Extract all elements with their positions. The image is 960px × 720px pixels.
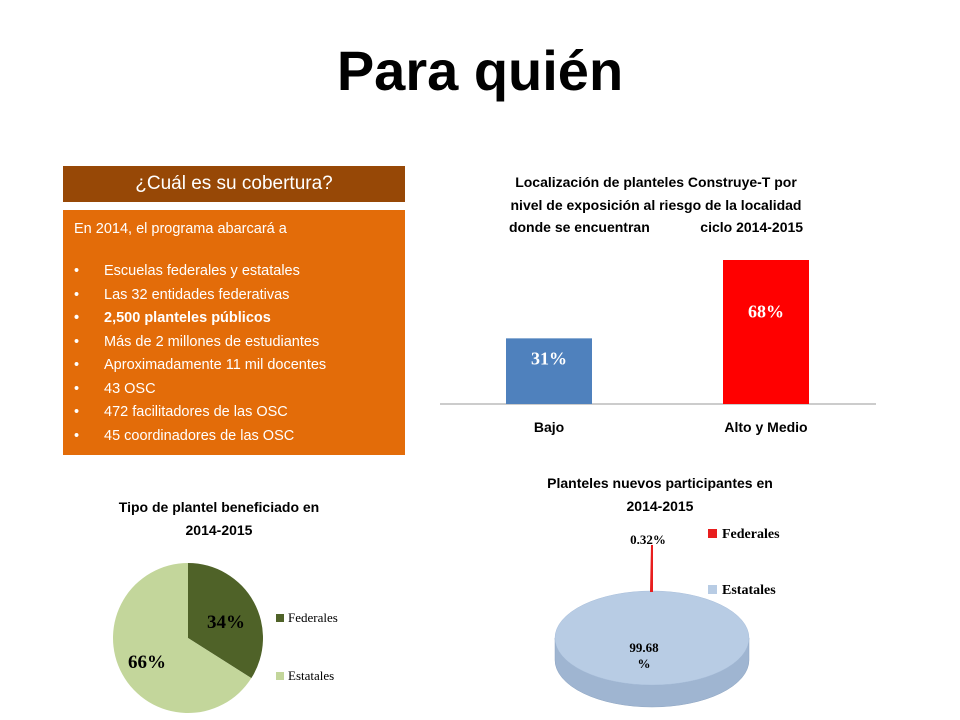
coverage-list-item: • 45 coordinadores de las OSC [74,425,326,449]
pie3d-slice-estatales [554,590,750,686]
coverage-list-item: • Escuelas federales y estatales [74,260,326,284]
bullet-icon: • [74,310,80,326]
coverage-list-item: • 2,500 planteles públicos [74,307,326,331]
legend-label-estatales: Estatales [288,668,334,683]
pie3d-data-label: % [638,656,651,671]
bullet-icon: • [74,404,80,420]
coverage-item-text: 43 OSC [104,380,156,397]
coverage-item-text: Aproximadamente 11 mil docentes [104,357,327,373]
bar-category-label: Alto y Medio [724,419,807,435]
pie3d-chart-title-line: Planteles nuevos participantes en [547,475,773,491]
bar-chart-title-line: Localización de planteles Construye-T po… [515,174,797,190]
bullet-icon: • [74,286,80,303]
slide-title: Para quién [336,39,624,102]
pie-data-label: 34% [207,612,245,633]
pie3d-slice-federales [650,545,653,592]
pie-chart-title-line: 2014-2015 [186,522,253,538]
bar-chart: Localización de planteles Construye-T po… [440,174,876,435]
coverage-list-item: • 472 facilitadores de las OSC [74,401,326,425]
bar-data-label: 31% [531,349,567,369]
coverage-item-text: Más de 2 millones de estudiantes [104,333,320,350]
bullet-icon: • [74,427,80,444]
coverage-item-text: 2,500 planteles públicos [104,310,271,326]
coverage-item-text: 45 coordinadores de las OSC [104,427,295,444]
coverage-list-item: • Más de 2 millones de estudiantes [74,331,326,355]
coverage-item-text: Escuelas federales y estatales [104,263,300,279]
legend-label-estatales: Estatales [722,583,776,598]
legend-swatch-federales [276,614,284,622]
pie-slice-federales [188,563,264,679]
bar-alto-y-medio [723,260,809,404]
bullet-icon: • [74,263,80,279]
pie-slice-estatales [113,563,252,713]
bar-chart-title-line: nivel de exposición al riesgo de la loca… [511,197,802,213]
legend-swatch-federales [708,529,717,538]
legend-label-federales: Federales [288,610,338,625]
bar-category-label: Bajo [534,419,564,435]
coverage-list-item: • 43 OSC [74,378,326,402]
coverage-item-text: 472 facilitadores de las OSC [104,404,288,420]
legend-swatch-estatales [708,585,717,594]
bar-data-label: 68% [748,302,784,322]
coverage-list: • Escuelas federales y estatales • Las 32 e… [74,260,326,448]
pie-chart-tipo: Tipo de plantel beneficiado en 2014-2015… [113,499,338,713]
coverage-list-item: • Aproximadamente 11 mil docentes [74,354,326,378]
coverage-list-item: • Las 32 entidades federativas [74,284,326,308]
bullet-icon: • [74,380,80,397]
coverage-intro: En 2014, el programa abarcará a [74,221,287,237]
pie-chart-title-line: Tipo de plantel beneficiado en [119,499,319,515]
pie3d-data-label: 0.32% [630,532,666,547]
coverage-item-text: Las 32 entidades federativas [104,286,290,303]
legend-label-federales: Federales [722,527,780,542]
bullet-icon: • [74,333,80,350]
pie-data-label: 66% [128,652,166,673]
pie3d-data-label: 99.68 [629,640,659,655]
pie3d-chart-nuevos: Planteles nuevos participantes en 2014-2… [547,475,780,708]
bar-chart-title-line: donde se encuentran ciclo 2014-2015 [509,219,803,235]
bar-bajo [506,338,592,404]
coverage-box: En 2014, el programa abarcará a • Escuela… [63,210,405,455]
bullet-icon: • [74,357,80,373]
pie3d-chart-title-line: 2014-2015 [627,498,694,514]
legend-swatch-estatales [276,672,284,680]
coverage-header: ¿Cuál es su cobertura? [63,166,405,202]
